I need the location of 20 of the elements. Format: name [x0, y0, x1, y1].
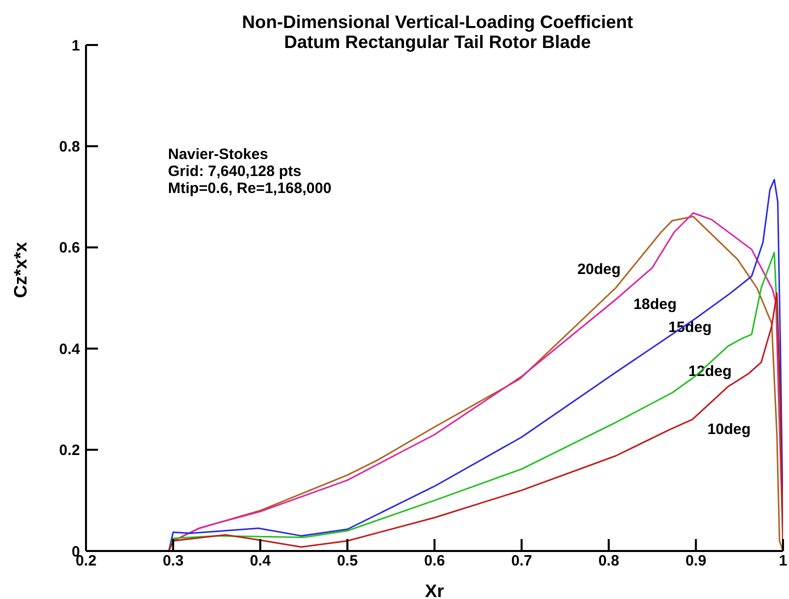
x-tick-label: 0.5: [336, 552, 358, 570]
chart-title: Non-Dimensional Vertical-Loading Coefficient Datum Rectangular Tail Rotor Blade: [240, 12, 634, 52]
x-axis-title: Xr: [424, 581, 444, 599]
y-tick-label: 0.6: [59, 240, 80, 257]
x-tick-label: 0.4: [250, 552, 272, 570]
x-tick-label: 0.7: [511, 552, 532, 570]
info-text: Navier-Stokes Grid: 7,640,128 pts Mtip=0.6, Re=1,168,000: [168, 146, 332, 197]
x-tick-label: 1: [778, 552, 788, 570]
series-label: 18deg: [633, 296, 677, 313]
y-tick-label: 0.2: [59, 442, 80, 460]
y-tick-label: 0.4: [59, 340, 81, 358]
x-tick-label: 0.3: [162, 552, 184, 570]
y-axis-title: Cz*x*x: [10, 242, 30, 298]
y-tick-label: 0.8: [59, 138, 80, 156]
x-tick-label: 0.8: [598, 552, 620, 570]
y-tick-label: 1: [72, 37, 80, 54]
series-label: 10deg: [707, 420, 751, 438]
series-label: 20deg: [577, 260, 621, 278]
x-tick-label: 0.9: [685, 552, 706, 570]
x-tick-label: 0.6: [424, 552, 445, 570]
